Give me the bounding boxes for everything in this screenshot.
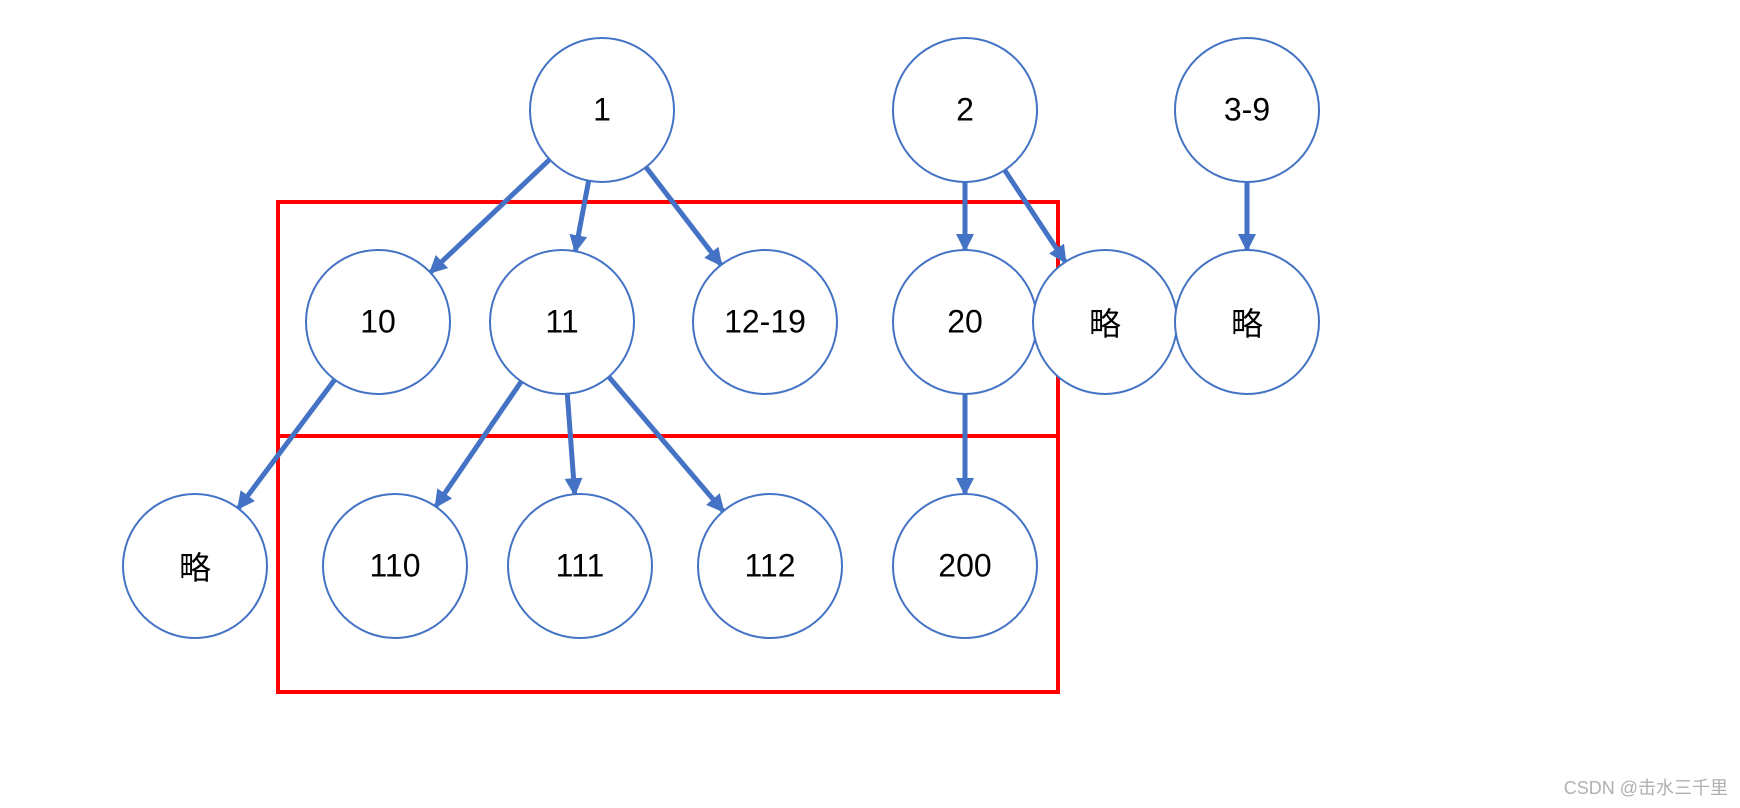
watermark: CSDN @击水三千里 [1564, 774, 1728, 800]
node-label: 3-9 [1224, 92, 1270, 129]
tree-edge [609, 377, 724, 511]
node-label: 112 [744, 548, 795, 585]
node-label: 2 [956, 92, 974, 129]
node-label: 略 [1231, 299, 1263, 345]
node-label: 10 [360, 304, 396, 341]
node-label: 略 [179, 543, 211, 589]
tree-edge [436, 381, 522, 506]
node-label: 12-19 [724, 304, 806, 341]
node-label: 20 [947, 304, 983, 341]
tree-edge [567, 394, 574, 494]
node-label: 111 [556, 548, 605, 585]
tree-edge [238, 380, 335, 509]
node-label: 11 [545, 304, 578, 341]
node-label: 略 [1089, 299, 1121, 345]
node-label: 200 [938, 548, 991, 585]
node-label: 1 [593, 92, 611, 129]
node-label: 110 [369, 548, 420, 585]
tree-edge [646, 167, 721, 265]
tree-diagram [0, 0, 1740, 808]
tree-edge [575, 181, 588, 251]
